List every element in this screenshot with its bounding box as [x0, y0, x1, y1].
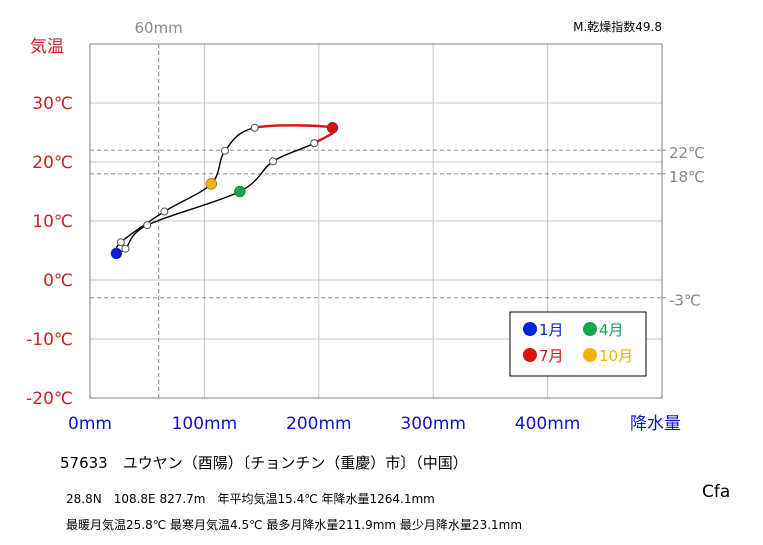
x-axis-title: 降水量	[630, 414, 681, 434]
ref-label-x: 60mm	[134, 19, 182, 37]
y-tick-label: 30℃	[32, 94, 73, 114]
ref-label-y: 18℃	[669, 168, 705, 186]
month-point	[143, 221, 152, 230]
legend-marker	[523, 348, 537, 362]
station-stats-line2: 最暖月気温25.8℃ 最寒月気温4.5℃ 最多月降水量211.9mm 最少月降水…	[66, 518, 523, 532]
x-tick-label: 200mm	[286, 414, 352, 434]
highlight-point	[234, 185, 246, 198]
month-point	[220, 146, 229, 155]
y-tick-label: 10℃	[32, 212, 73, 232]
curve-segment	[272, 142, 315, 162]
curve-segment	[224, 127, 255, 152]
station-stats-line1: 28.8N 108.8E 827.7m 年平均気温15.4℃ 年降水量1264.…	[66, 492, 435, 506]
legend-marker	[523, 322, 537, 336]
legend: 1月 4月 7月 10月	[509, 311, 647, 377]
reference-lines: 60mm 22℃ 18℃ -3℃	[90, 19, 705, 398]
legend-label: 7月	[539, 347, 564, 365]
x-tick-label: 0mm	[68, 414, 112, 434]
highlight-point	[326, 122, 339, 134]
ref-label-y: 22℃	[669, 144, 705, 162]
y-tick-label: -20℃	[26, 389, 73, 409]
month-point	[250, 123, 259, 132]
curve-segment	[146, 190, 241, 226]
curve-segment	[124, 224, 148, 250]
x-tick-label: 100mm	[172, 414, 238, 434]
y-axis-title: 気温	[30, 37, 64, 57]
y-tick-label: 0℃	[43, 271, 73, 291]
y-tick-label: -10℃	[26, 330, 73, 350]
legend-label: 4月	[599, 321, 624, 339]
legend-marker	[583, 322, 597, 336]
month-points	[110, 122, 339, 260]
x-tick-label: 300mm	[400, 414, 466, 434]
highlight-point	[110, 247, 123, 260]
legend-box	[509, 311, 647, 377]
month-point	[310, 139, 319, 148]
y-tick-label: 20℃	[32, 153, 73, 173]
tick-labels: 0mm 100mm 200mm 300mm 400mm -20℃ -10℃ 0℃ 10℃ 20℃ 3…	[26, 94, 580, 434]
koppen-class: Cfa	[702, 482, 731, 502]
station-name: 57633 ユウヤン（酉陽）〔チョンチン（重慶）市〕（中国）	[60, 454, 468, 472]
legend-label: 10月	[599, 347, 633, 365]
month-point	[121, 244, 130, 253]
legend-label: 1月	[539, 321, 564, 339]
month-point	[269, 157, 278, 166]
legend-marker	[583, 348, 597, 362]
x-tick-label: 400mm	[515, 414, 581, 434]
ref-label-y: -3℃	[669, 292, 701, 310]
corner-label: M.乾燥指数49.8	[573, 19, 662, 34]
curve-segment	[254, 124, 333, 129]
climate-curve	[115, 124, 337, 255]
grid-lines	[90, 44, 662, 398]
highlight-point	[205, 178, 218, 190]
curve-segment	[239, 160, 274, 193]
month-point	[160, 207, 169, 216]
plot-frame	[89, 43, 663, 399]
month-point	[116, 238, 125, 247]
climograph: 60mm 22℃ 18℃ -3℃ 0mm 100mm 200mm 300mm 400mm -20…	[26, 19, 705, 434]
